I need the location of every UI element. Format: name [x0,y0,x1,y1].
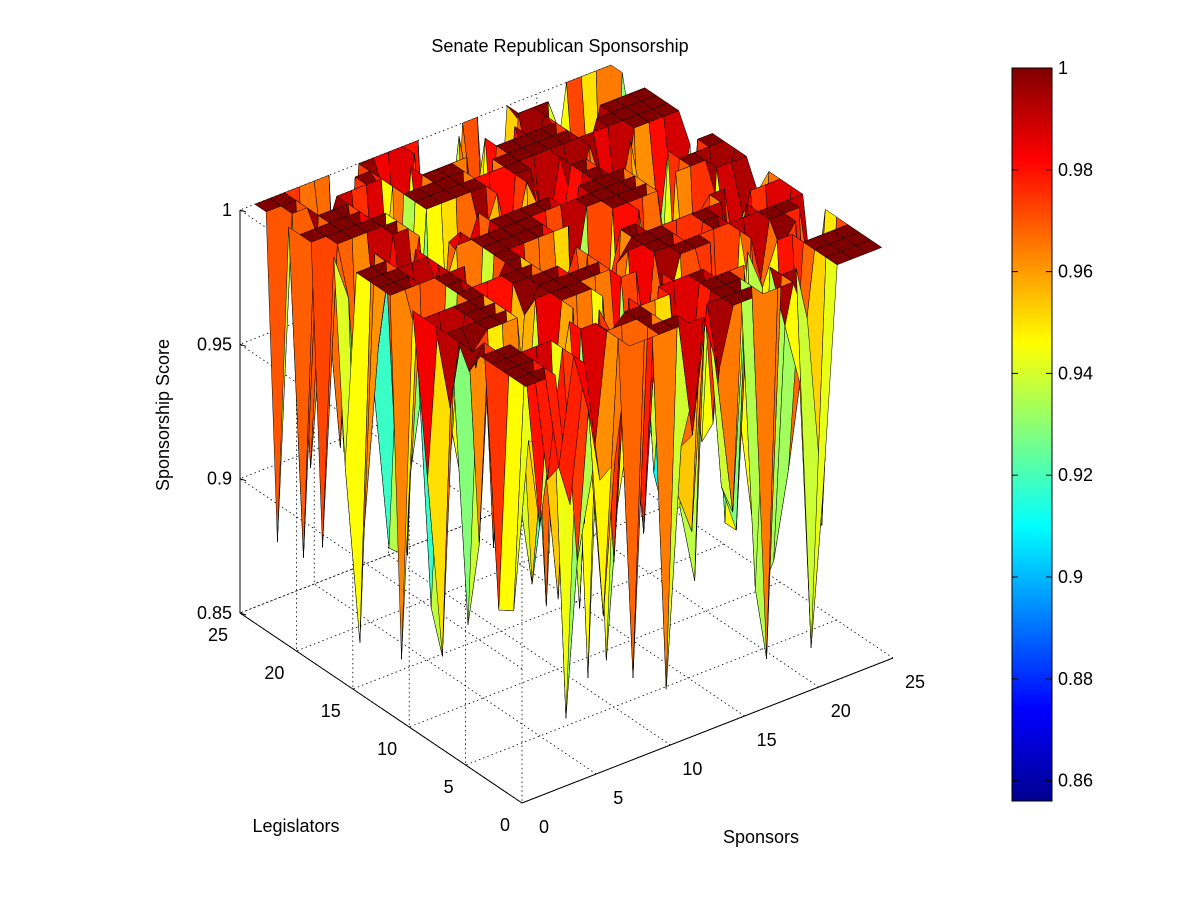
y-tick-label: 0 [500,815,510,835]
z-tick-label: 0.95 [197,334,232,354]
x-tick-label: 10 [682,759,702,779]
x-axis-label: Sponsors [723,827,799,847]
x-tick-label: 0 [539,817,549,837]
colorbar-gradient [1011,67,1053,802]
colorbar-tick-label: 0.88 [1058,669,1093,689]
z-tick-label: 0.9 [207,469,232,489]
colorbar-tick-label: 0.98 [1058,160,1093,180]
chart-title: Senate Republican Sponsorship [431,36,688,56]
y-tick-label: 5 [444,777,454,797]
y-axis-label: Legislators [252,816,339,836]
colorbar-tick-label: 0.92 [1058,465,1093,485]
colorbar-tick-label: 0.9 [1058,567,1083,587]
y-tick-label: 15 [321,701,341,721]
x-tick-label: 25 [905,672,925,692]
colorbar-ticks: 0.86 0.88 0.9 0.92 0.94 0.96 0.98 1 [1012,58,1093,791]
y-tick-label: 25 [208,625,228,645]
y-tick-label: 10 [377,739,397,759]
colorbar-tick-label: 1 [1058,58,1068,78]
x-tick-label: 20 [831,701,851,721]
surface-plot [254,64,883,719]
x-tick-label: 5 [613,788,623,808]
colorbar: 0.86 0.88 0.9 0.92 0.94 0.96 0.98 1 [1011,58,1093,802]
z-tick-label: 1 [222,200,232,220]
colorbar-tick-label: 0.96 [1058,262,1093,282]
y-tick-label: 20 [264,663,284,683]
colorbar-tick-label: 0.94 [1058,363,1093,383]
surface-patch [855,239,883,254]
z-axis-label: Sponsorship Score [153,339,173,491]
x-tick-label: 15 [757,730,777,750]
colorbar-tick-label: 0.86 [1058,771,1093,791]
z-tick-label: 0.85 [197,603,232,623]
